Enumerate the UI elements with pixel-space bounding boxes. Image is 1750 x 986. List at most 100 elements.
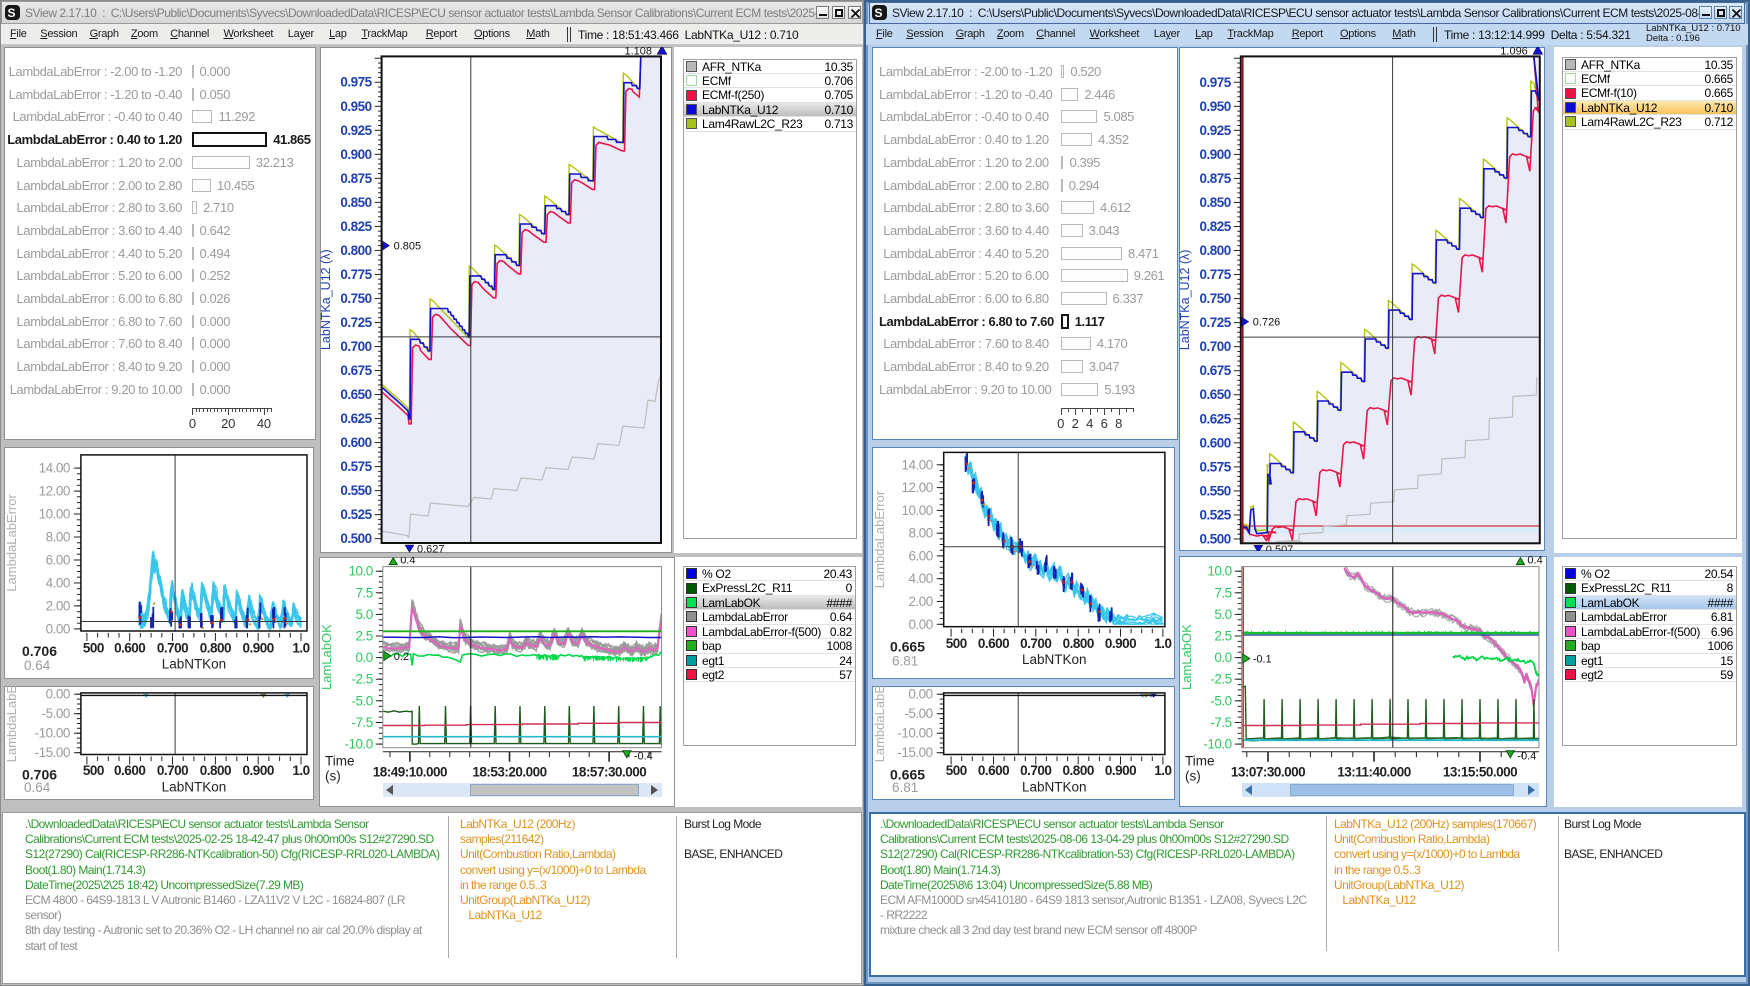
svg-text:0.625: 0.625 <box>1200 411 1232 426</box>
svg-text:0.665: 0.665 <box>890 638 925 654</box>
svg-text:4.00: 4.00 <box>908 571 932 586</box>
svg-text:0.00: 0.00 <box>908 686 932 701</box>
svg-text:7.5: 7.5 <box>356 585 373 600</box>
svg-text:4.00: 4.00 <box>45 575 69 590</box>
svg-text:0.800: 0.800 <box>340 243 371 258</box>
svg-text:LambdaLabError: LambdaLabError <box>872 490 887 588</box>
svg-text:0.0: 0.0 <box>356 650 373 665</box>
svg-text:LabNTKa_U12 (λ): LabNTKa_U12 (λ) <box>1179 250 1192 351</box>
svg-text:12.00: 12.00 <box>38 483 69 498</box>
svg-text:0.700: 0.700 <box>340 339 371 354</box>
svg-text:-2.5: -2.5 <box>352 672 373 687</box>
svg-text:14.00: 14.00 <box>38 460 69 475</box>
svg-text:1.108: 1.108 <box>624 47 652 57</box>
svg-text:8.00: 8.00 <box>45 529 69 544</box>
svg-text:0.4: 0.4 <box>400 557 415 567</box>
svg-text:-2.5: -2.5 <box>1210 672 1231 687</box>
svg-text:10.00: 10.00 <box>38 506 69 521</box>
svg-text:-0.4: -0.4 <box>1517 751 1536 763</box>
svg-text:LabNTKa_U12 (λ): LabNTKa_U12 (λ) <box>320 249 333 350</box>
svg-text:0.0: 0.0 <box>1214 650 1231 665</box>
svg-text:0.900: 0.900 <box>340 147 371 162</box>
svg-text:(s): (s) <box>1185 769 1201 784</box>
svg-text:0.875: 0.875 <box>340 171 372 186</box>
svg-text:10.0: 10.0 <box>1207 564 1231 579</box>
svg-text:LabNTKon: LabNTKon <box>161 779 226 794</box>
svg-text:0.665: 0.665 <box>890 766 925 782</box>
svg-text:0.550: 0.550 <box>1200 483 1231 498</box>
svg-text:-10.00: -10.00 <box>34 725 69 740</box>
svg-text:0.700: 0.700 <box>1020 636 1051 651</box>
svg-text:0.725: 0.725 <box>340 315 372 330</box>
svg-text:0.750: 0.750 <box>1200 291 1231 306</box>
svg-text:0.900: 0.900 <box>1105 636 1136 651</box>
svg-text:0.4: 0.4 <box>1527 556 1542 567</box>
svg-text:0.507: 0.507 <box>1266 544 1294 551</box>
svg-text:0.825: 0.825 <box>340 219 372 234</box>
svg-text:7.5: 7.5 <box>1214 585 1231 600</box>
svg-text:0.875: 0.875 <box>1200 171 1232 186</box>
svg-text:LambdaLabE: LambdaLabE <box>872 686 887 762</box>
svg-text:0.64: 0.64 <box>24 658 51 673</box>
svg-text:-5.0: -5.0 <box>352 693 373 708</box>
svg-text:6.00: 6.00 <box>45 552 69 567</box>
svg-text:0.2: 0.2 <box>394 651 409 663</box>
svg-text:0.850: 0.850 <box>1200 195 1231 210</box>
svg-text:14.00: 14.00 <box>901 457 932 472</box>
svg-text:0.900: 0.900 <box>242 640 273 655</box>
svg-text:500: 500 <box>946 636 967 651</box>
svg-text:0.950: 0.950 <box>340 99 371 114</box>
svg-text:0.600: 0.600 <box>978 636 1009 651</box>
svg-text:0.600: 0.600 <box>114 763 145 778</box>
svg-text:0.775: 0.775 <box>1200 267 1232 282</box>
svg-text:2.5: 2.5 <box>356 629 373 644</box>
svg-text:6.81: 6.81 <box>892 653 918 668</box>
svg-text:-10.0: -10.0 <box>1203 737 1231 752</box>
svg-text:0.550: 0.550 <box>340 483 371 498</box>
svg-text:0.700: 0.700 <box>1200 339 1231 354</box>
svg-text:0.675: 0.675 <box>340 363 372 378</box>
svg-text:10.0: 10.0 <box>349 564 373 579</box>
svg-text:2.5: 2.5 <box>1214 629 1231 644</box>
svg-text:0.800: 0.800 <box>1063 636 1094 651</box>
svg-text:0.650: 0.650 <box>340 387 371 402</box>
svg-text:0.525: 0.525 <box>1200 507 1232 522</box>
svg-text:18:53:20.000: 18:53:20.000 <box>472 765 546 780</box>
svg-text:LambdaLabError: LambdaLabError <box>4 493 19 591</box>
svg-text:1.0: 1.0 <box>1154 763 1171 778</box>
svg-text:0.600: 0.600 <box>978 763 1009 778</box>
svg-text:0.700: 0.700 <box>156 640 187 655</box>
svg-text:6.00: 6.00 <box>908 548 932 563</box>
svg-text:-0.4: -0.4 <box>634 751 653 763</box>
svg-text:-5.00: -5.00 <box>41 706 69 721</box>
svg-text:18:57:30.000: 18:57:30.000 <box>572 765 646 780</box>
svg-text:500: 500 <box>946 763 967 778</box>
svg-text:-10.0: -10.0 <box>345 737 373 752</box>
svg-text:0.950: 0.950 <box>1200 99 1231 114</box>
svg-text:-5.0: -5.0 <box>1210 693 1231 708</box>
svg-text:(s): (s) <box>325 769 341 784</box>
svg-text:2.00: 2.00 <box>908 594 932 609</box>
svg-text:0.700: 0.700 <box>156 763 187 778</box>
svg-text:0.00: 0.00 <box>45 621 69 636</box>
svg-text:0.627: 0.627 <box>417 543 445 552</box>
svg-text:0.600: 0.600 <box>340 435 371 450</box>
svg-text:2.00: 2.00 <box>45 598 69 613</box>
svg-text:0.800: 0.800 <box>199 640 230 655</box>
svg-text:LambdaLabE: LambdaLabE <box>4 686 19 762</box>
svg-text:0.900: 0.900 <box>1200 147 1231 162</box>
svg-text:500: 500 <box>82 640 103 655</box>
svg-text:10.00: 10.00 <box>901 502 932 517</box>
svg-text:0.600: 0.600 <box>114 640 145 655</box>
svg-text:8.00: 8.00 <box>908 525 932 540</box>
svg-text:0.800: 0.800 <box>1063 763 1094 778</box>
svg-text:0.925: 0.925 <box>340 123 372 138</box>
svg-text:0.675: 0.675 <box>1200 363 1232 378</box>
svg-text:0.750: 0.750 <box>340 291 371 306</box>
svg-text:1.0: 1.0 <box>1154 636 1171 651</box>
svg-text:-10.00: -10.00 <box>897 725 932 740</box>
svg-text:0.575: 0.575 <box>340 459 372 474</box>
svg-text:LamLabOK: LamLabOK <box>1179 624 1194 690</box>
svg-text:5.0: 5.0 <box>356 607 373 622</box>
svg-text:18:49:10.000: 18:49:10.000 <box>373 765 447 780</box>
